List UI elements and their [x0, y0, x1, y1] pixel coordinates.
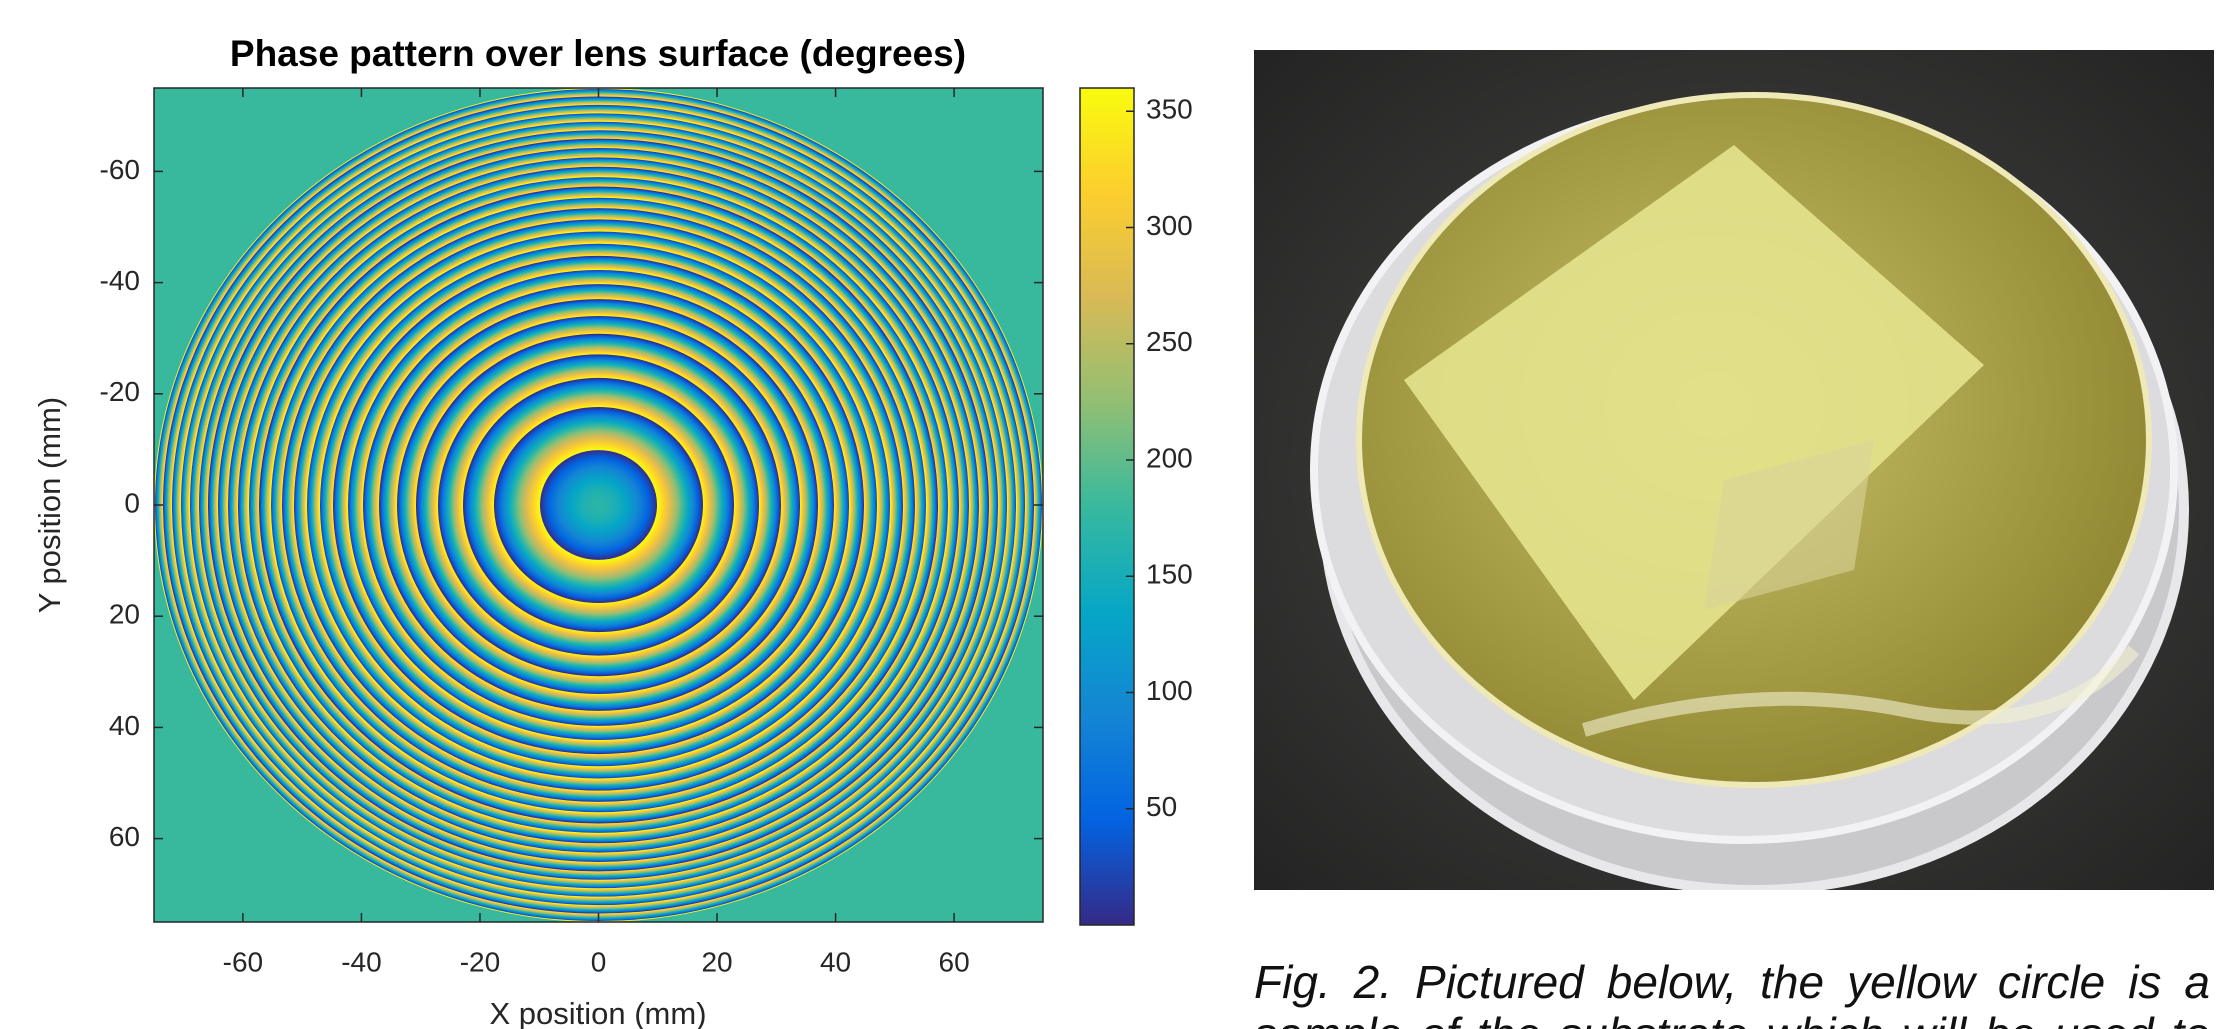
chart-title: Phase pattern over lens surface (degrees…: [230, 33, 966, 74]
phase-ring: [597, 504, 600, 507]
page: Phase pattern over lens surface (degrees…: [0, 0, 2230, 1029]
phase-pattern: [154, 88, 1043, 922]
colorbar-tick-label: 50: [1146, 791, 1177, 822]
colorbar-tick-label: 250: [1146, 326, 1193, 357]
x-tick-label: -60: [223, 946, 263, 977]
colorbar-tick-label: 300: [1146, 210, 1193, 241]
y-tick-label: 40: [109, 710, 140, 741]
y-tick-label: 0: [124, 487, 140, 518]
colorbar-tick-label: 350: [1146, 94, 1193, 125]
caption-line: sample of the substrate which will be us…: [1254, 1008, 2210, 1029]
x-tick-label: 40: [820, 946, 851, 977]
colorbar-tick-label: 100: [1146, 675, 1193, 706]
chart: Phase pattern over lens surface (degrees…: [0, 0, 1200, 1029]
x-axis-label: X position (mm): [489, 996, 706, 1029]
y-tick-label: -40: [100, 265, 140, 296]
x-tick-label: -40: [341, 946, 381, 977]
y-tick-label: -20: [100, 376, 140, 407]
caption-line: Fig. 2. Pictured below, the yellow circl…: [1254, 956, 2210, 1008]
y-tick-label: -60: [100, 154, 140, 185]
y-axis-label: Y position (mm): [32, 397, 67, 614]
y-tick-label: 20: [109, 599, 140, 630]
colorbar: [1080, 88, 1134, 925]
colorbar-tick-label: 200: [1146, 442, 1193, 473]
colorbar-tick-label: 150: [1146, 559, 1193, 590]
photo: [1254, 50, 2214, 890]
x-tick-label: -20: [460, 946, 500, 977]
x-tick-label: 60: [939, 946, 970, 977]
x-tick-label: 0: [591, 946, 607, 977]
y-tick-label: 60: [109, 821, 140, 852]
x-tick-label: 20: [701, 946, 732, 977]
